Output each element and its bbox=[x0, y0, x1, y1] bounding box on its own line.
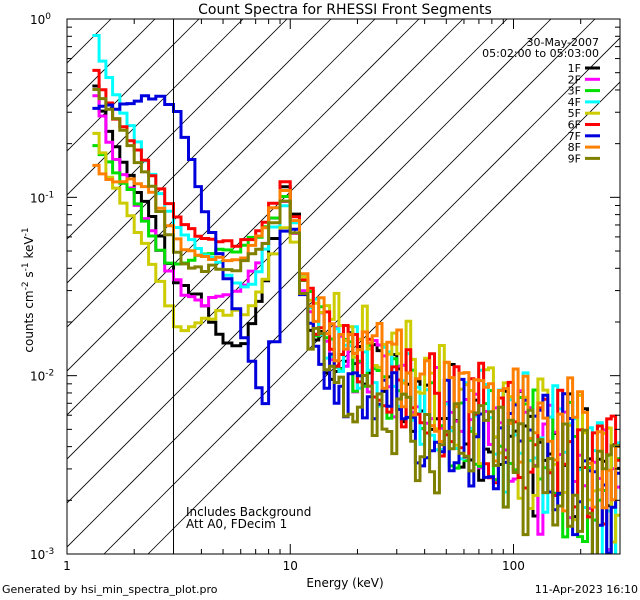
hatch-line bbox=[67, 19, 332, 284]
generated-by-label: Generated by hsi_min_spectra_plot.pro bbox=[2, 583, 218, 596]
annotation-attenuator: Att A0, FDecim 1 bbox=[186, 517, 287, 531]
timestamp-label: 11-Apr-2023 16:10 bbox=[534, 583, 638, 596]
excluded-region-hatch bbox=[67, 19, 620, 554]
legend-label-5f: 5F bbox=[568, 107, 581, 120]
hatch-line bbox=[67, 19, 464, 416]
legend-label-3f: 3F bbox=[568, 85, 581, 98]
axis-ticks: 1 10 100 10-3 10-2 10-1 100 bbox=[30, 12, 621, 573]
x-axis-label: Energy (keV) bbox=[306, 576, 383, 590]
series-8f bbox=[92, 163, 620, 513]
hatch-line bbox=[67, 19, 596, 548]
hatch-line bbox=[103, 37, 620, 554]
hatch-line bbox=[67, 19, 508, 460]
hatch-line bbox=[67, 19, 112, 64]
legend-label-9f: 9F bbox=[568, 152, 581, 165]
hatch-line bbox=[67, 19, 68, 20]
series-6f bbox=[92, 68, 620, 526]
y-tick-label: 100 bbox=[30, 12, 51, 27]
series-9f bbox=[92, 88, 620, 554]
legend-label-8f: 8F bbox=[568, 141, 581, 154]
legend-label-7f: 7F bbox=[568, 130, 581, 143]
series-layer bbox=[92, 34, 620, 554]
y-tick-label: 10-3 bbox=[30, 547, 54, 562]
x-tick-label: 10 bbox=[283, 559, 298, 573]
hatch-line bbox=[67, 19, 244, 196]
series-7f bbox=[92, 94, 620, 554]
date-label: 30-May-2007 bbox=[527, 36, 599, 49]
legend-label-6f: 6F bbox=[568, 119, 581, 132]
y-tick-label: 10-2 bbox=[30, 369, 54, 384]
hatch-line bbox=[67, 19, 552, 504]
x-tick-label: 1 bbox=[63, 559, 71, 573]
chart-title: Count Spectra for RHESSI Front Segments bbox=[198, 2, 492, 18]
legend-label-4f: 4F bbox=[568, 96, 581, 109]
plot-frame bbox=[66, 18, 621, 555]
x-tick-label: 100 bbox=[502, 559, 525, 573]
series-2f bbox=[92, 94, 620, 551]
y-axis-label: counts cm-2 s-1 keV-1 bbox=[21, 227, 36, 352]
legend-label-2f: 2F bbox=[568, 73, 581, 86]
legend-label-1f: 1F bbox=[568, 62, 581, 75]
hatch-line bbox=[67, 19, 288, 240]
hatch-line bbox=[67, 19, 420, 372]
annotation-background: Includes Background bbox=[186, 505, 311, 519]
hatch-line bbox=[67, 19, 376, 328]
y-tick-label: 10-1 bbox=[30, 190, 54, 205]
time-range-label: 05:02:00 to 05:03:00 bbox=[482, 47, 599, 60]
hatch-line bbox=[147, 81, 620, 554]
series-4f bbox=[92, 34, 620, 554]
